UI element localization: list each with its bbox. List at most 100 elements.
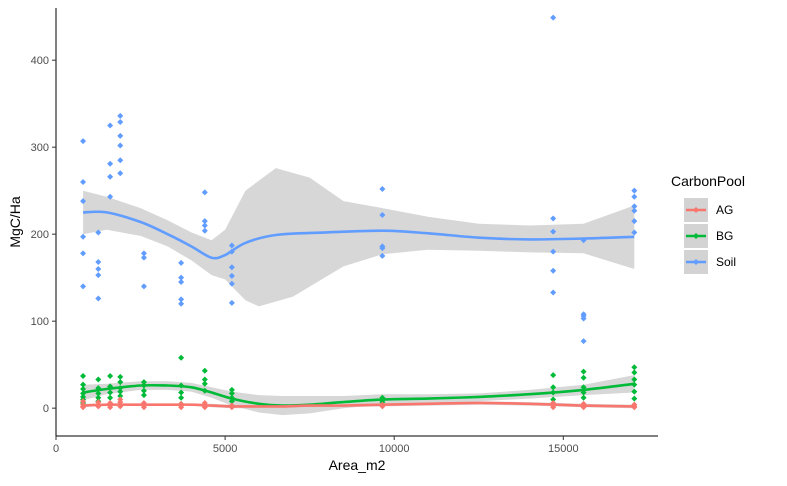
point-soil: [117, 170, 124, 177]
point-soil: [107, 173, 114, 180]
point-bg: [228, 386, 235, 393]
point-soil: [117, 157, 124, 164]
legend: CarbonPool AG BG Soil: [671, 173, 745, 274]
legend-key-marker: [693, 207, 699, 213]
point-soil: [550, 267, 557, 274]
legend-key-marker: [693, 259, 699, 265]
point-bg: [550, 384, 557, 391]
point-bg: [631, 388, 638, 395]
legend-key-marker: [693, 233, 699, 239]
point-bg: [178, 354, 185, 361]
point-soil: [631, 218, 638, 225]
y-axis-title: MgC/Ha: [7, 196, 23, 248]
point-bg: [80, 381, 87, 388]
point-bg: [631, 369, 638, 376]
point-soil: [140, 250, 147, 257]
point-bg: [95, 394, 102, 401]
point-soil: [550, 248, 557, 255]
y-tick-label: 300: [31, 142, 49, 154]
axes: 0 5000 10000 15000 0 100 200 300 400: [31, 8, 658, 455]
point-bg: [117, 373, 124, 380]
point-ag: [80, 398, 87, 405]
point-soil: [631, 187, 638, 194]
smooth-line-ag: [83, 401, 635, 408]
point-bg: [80, 386, 87, 393]
point-soil: [80, 233, 87, 240]
point-soil: [95, 265, 102, 272]
x-axis-title: Area_m2: [329, 457, 386, 473]
legend-label: Soil: [716, 255, 736, 269]
point-soil: [107, 193, 114, 200]
point-soil: [107, 160, 114, 167]
band-bg: [83, 375, 635, 416]
legend-item-ag: AG: [684, 198, 733, 222]
point-bg: [107, 394, 114, 401]
point-soil: [228, 272, 235, 279]
point-soil: [117, 118, 124, 125]
point-bg: [117, 379, 124, 386]
point-soil: [80, 138, 87, 145]
legend-item-soil: Soil: [684, 250, 736, 274]
x-tick-label: 10000: [379, 443, 410, 455]
point-soil: [95, 295, 102, 302]
point-soil: [95, 259, 102, 266]
point-soil: [178, 279, 185, 286]
point-soil: [631, 207, 638, 214]
data-points: [80, 14, 638, 411]
point-soil: [228, 264, 235, 271]
point-bg: [95, 376, 102, 383]
point-soil: [80, 178, 87, 185]
point-soil: [117, 112, 124, 119]
point-bg: [117, 392, 124, 399]
point-soil: [550, 215, 557, 222]
point-soil: [140, 283, 147, 290]
point-soil: [228, 242, 235, 249]
point-soil: [201, 218, 208, 225]
point-soil: [631, 229, 638, 236]
point-soil: [550, 14, 557, 21]
point-bg: [580, 374, 587, 381]
point-soil: [178, 300, 185, 307]
x-axis-ticks: 0 5000 10000 15000: [53, 436, 579, 455]
point-soil: [379, 212, 386, 219]
point-bg: [178, 389, 185, 396]
point-bg: [631, 376, 638, 383]
point-bg: [201, 367, 208, 374]
point-soil: [107, 122, 114, 129]
point-bg: [107, 372, 114, 379]
smooth-lines: [82, 210, 635, 408]
legend-title: CarbonPool: [671, 173, 745, 189]
y-tick-label: 100: [31, 316, 49, 328]
point-soil: [117, 142, 124, 149]
y-tick-label: 400: [31, 55, 49, 67]
legend-item-bg: BG: [684, 224, 733, 248]
point-soil: [140, 254, 147, 261]
point-soil: [178, 274, 185, 281]
point-soil: [580, 315, 587, 322]
point-soil: [201, 222, 208, 229]
point-soil: [379, 245, 386, 252]
point-bg: [140, 379, 147, 386]
legend-entries: AG BG Soil: [684, 198, 736, 274]
point-bg: [631, 395, 638, 402]
point-bg: [80, 372, 87, 379]
point-soil: [201, 189, 208, 196]
x-tick-label: 15000: [548, 443, 579, 455]
point-soil: [379, 185, 386, 192]
point-bg: [107, 389, 114, 396]
y-axis-ticks: 0 100 200 300 400: [31, 55, 56, 415]
legend-label: AG: [716, 203, 733, 217]
point-soil: [80, 283, 87, 290]
y-tick-label: 0: [43, 403, 49, 415]
point-soil: [80, 198, 87, 205]
point-soil: [228, 280, 235, 287]
point-bg: [550, 396, 557, 403]
point-bg: [580, 394, 587, 401]
point-bg: [117, 388, 124, 395]
point-soil: [580, 338, 587, 345]
point-soil: [550, 289, 557, 296]
point-bg: [631, 364, 638, 371]
point-bg: [140, 387, 147, 394]
legend-label: BG: [716, 229, 733, 243]
x-tick-label: 5000: [213, 443, 237, 455]
